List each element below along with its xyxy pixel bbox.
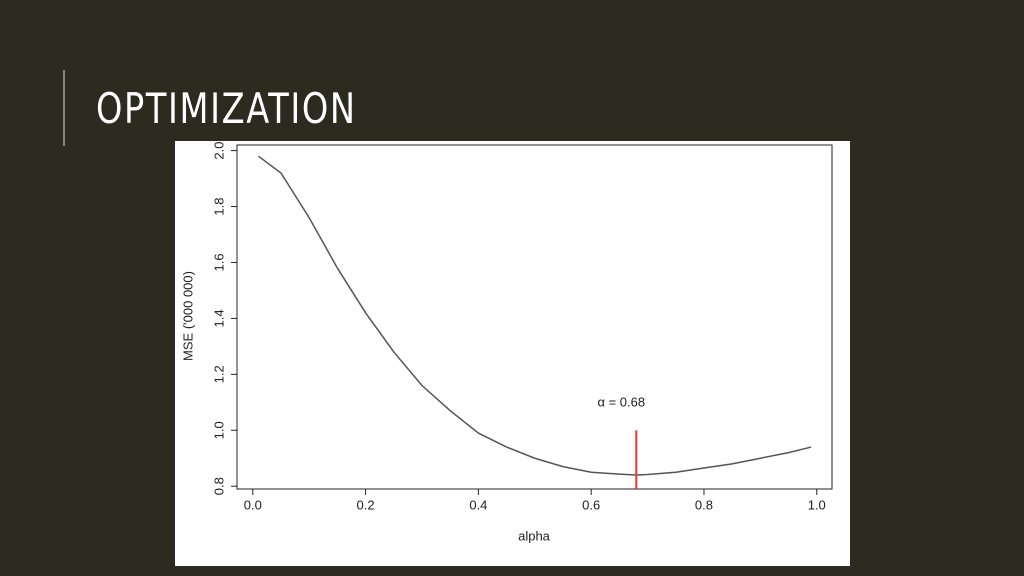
x-tick-label: 0.2 [357,497,375,512]
y-tick-label: 1.4 [211,309,226,327]
plot-frame [236,144,833,490]
y-tick-label: 1.6 [211,253,226,271]
y-tick-label: 0.8 [211,477,226,495]
optimum-label: α = 0.68 [597,395,645,410]
x-tick-label: 0.0 [244,497,262,512]
x-tick-label: 0.8 [695,497,713,512]
x-tick-label: 1.0 [808,497,826,512]
y-tick-label: 1.0 [211,421,226,439]
slide-title: OPTIMIZATION [96,84,357,133]
accent-bar [63,70,65,146]
x-axis-label: alpha [518,528,551,543]
y-tick-label: 1.8 [211,197,226,215]
mse-curve [257,155,812,476]
x-tick-label: 0.4 [469,497,487,512]
y-axis-label: MSE ('000 000) [180,271,195,361]
chart-background [175,141,850,566]
x-tick-label: 0.6 [582,497,600,512]
y-tick-label: 2.0 [211,142,226,160]
chart: alpha MSE ('000 000) 0.0 0.2 0.4 0.6 0.8 1.0 0… [175,141,850,566]
y-tick-label: 1.2 [211,365,226,383]
